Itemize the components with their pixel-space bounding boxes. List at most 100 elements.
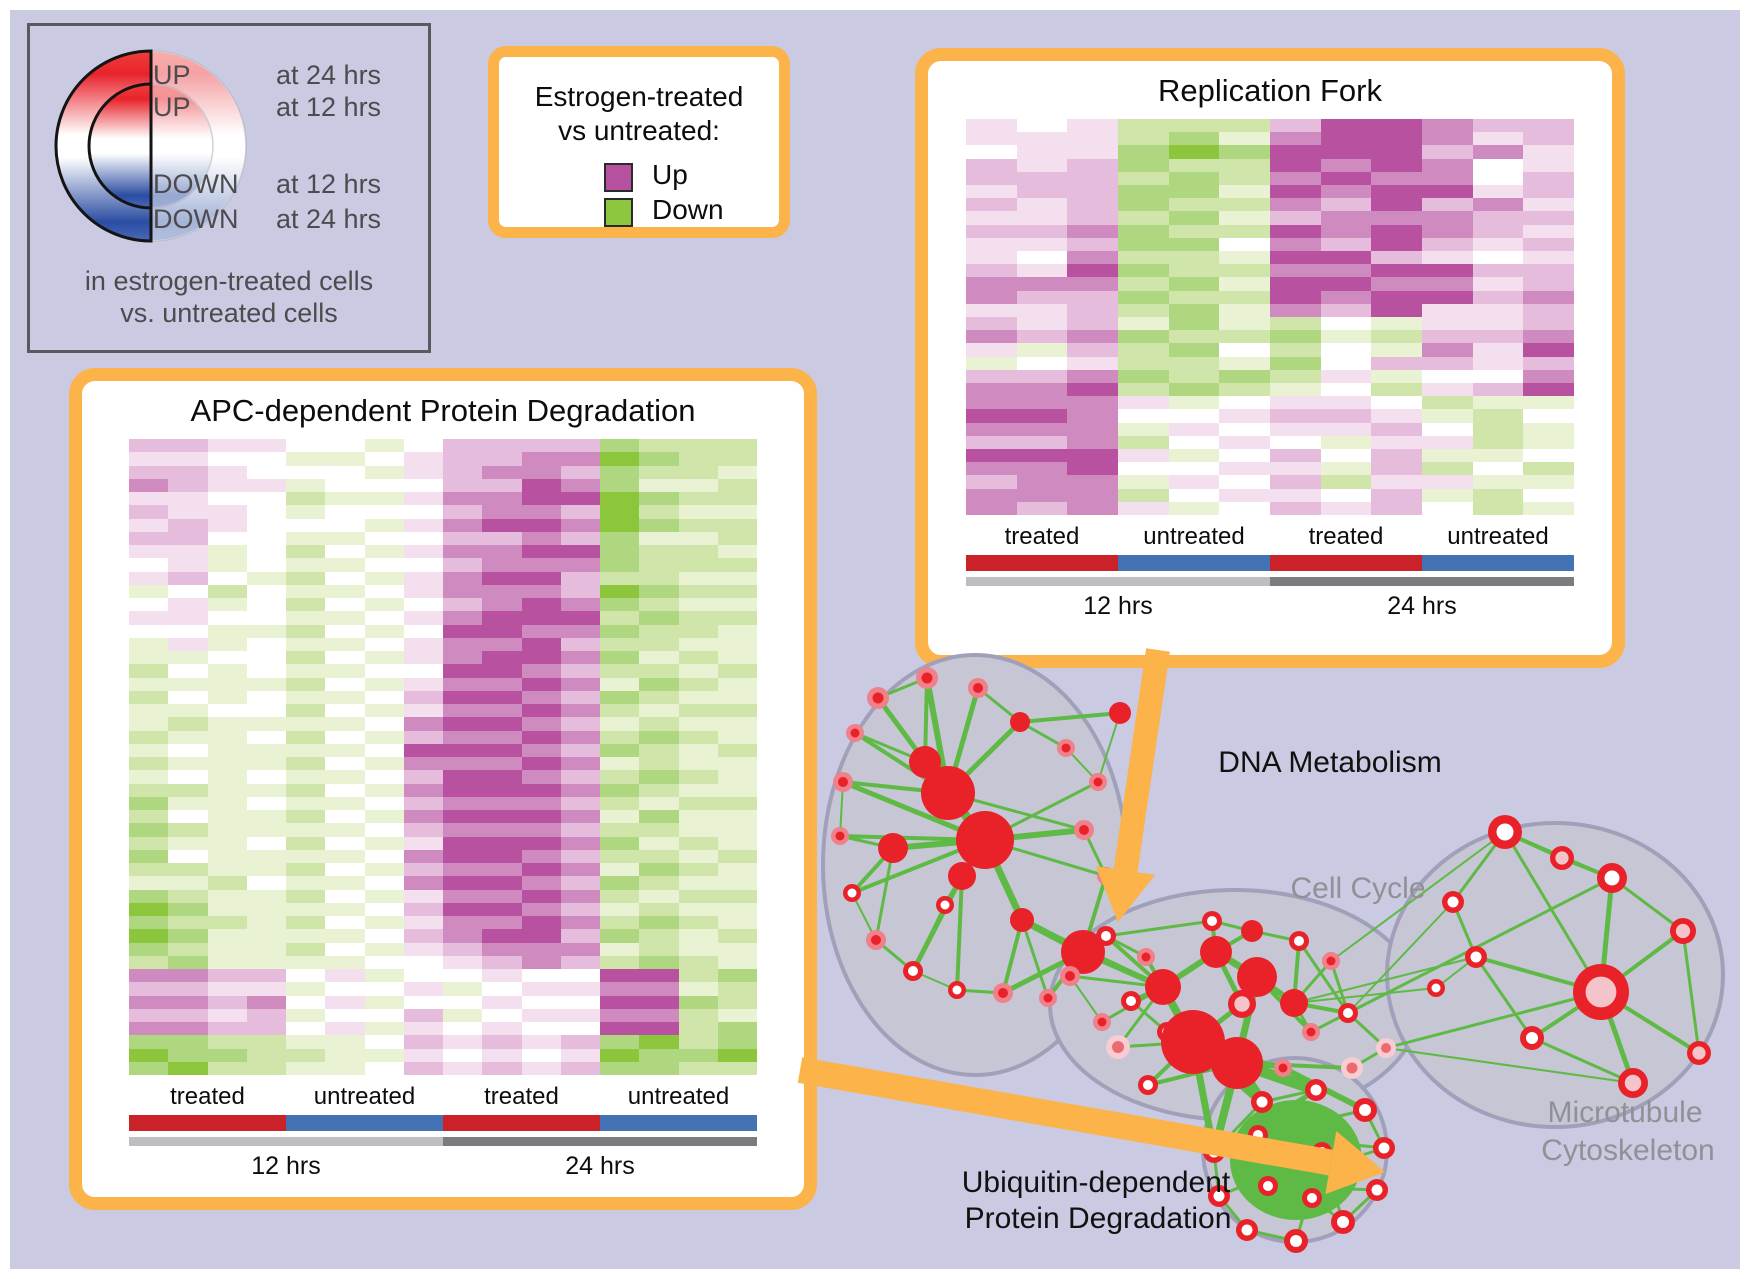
heatmap-cell [286, 942, 326, 956]
network-edge [1129, 985, 1165, 1003]
heatmap-cell [678, 492, 718, 506]
heatmap-cell [600, 505, 640, 519]
gene-node-faded-center [1043, 993, 1053, 1003]
heatmap-cell [1067, 184, 1118, 199]
heatmap-cell [600, 584, 640, 598]
heatmap-cell [207, 1048, 247, 1062]
heatmap-cell [1523, 158, 1574, 172]
gene-node-donut [1597, 863, 1627, 893]
heatmap-cell [246, 876, 286, 890]
heatmap-cell [1168, 316, 1220, 331]
heatmap-cell [1118, 382, 1169, 397]
heatmap-cell [639, 902, 679, 916]
heatmap-cell [207, 717, 247, 731]
heatmap-cell [168, 743, 208, 757]
gradient-circles-icon [54, 49, 247, 243]
gene-node-solid [1109, 702, 1131, 724]
heatmap-cell [560, 863, 600, 877]
heatmap-cell [560, 810, 600, 824]
heatmap-cell [207, 836, 247, 850]
network-edge [1599, 929, 1685, 994]
heatmap-cell [207, 783, 247, 797]
heatmap-cell [521, 902, 561, 916]
heatmap-cell [1422, 343, 1473, 357]
heatmap-cell [639, 571, 679, 585]
heatmap-cell [325, 743, 365, 757]
heatmap-cell [639, 743, 679, 757]
heatmap-cell [1320, 475, 1372, 489]
heatmap-cell [1472, 132, 1524, 146]
heatmap-cell [521, 849, 561, 863]
heatmap-cell [1320, 198, 1372, 212]
heatmap-cell [560, 558, 600, 572]
heatmap-cell [482, 704, 522, 718]
heatmap-cell [1472, 198, 1524, 212]
heatmap-cell [129, 452, 169, 466]
heatmap-cell [1219, 184, 1270, 199]
heatmap-cell [286, 730, 326, 744]
heatmap-cell [1168, 184, 1220, 199]
heatmap-cell [639, 1022, 679, 1036]
gene-node-faded-center [1101, 871, 1111, 881]
heatmap-cell [639, 876, 679, 890]
gene-node-faded-center [835, 831, 845, 841]
heatmap-cell [207, 955, 247, 969]
heatmap-cell [678, 505, 718, 519]
heatmap-cell [325, 651, 365, 665]
heatmap-cell [521, 942, 561, 956]
heatmap-cell [325, 518, 365, 532]
heatmap-cell [600, 942, 640, 956]
gene-node-donut [936, 896, 954, 914]
heatmap-cell [678, 558, 718, 572]
heatmap-cell [168, 545, 208, 559]
heatmap-cell [325, 902, 365, 916]
heatmap-cell [678, 1008, 718, 1022]
sample-group-bar [129, 1115, 286, 1131]
heatmap-cell [1270, 171, 1321, 185]
heatmap-cell [1219, 211, 1270, 225]
heatmap-cell [129, 651, 169, 665]
heatmap-cell [1067, 303, 1118, 317]
color-key-title-line2: vs untreated: [558, 115, 720, 146]
gene-node-donut-center [847, 888, 857, 898]
gene-node-pink-center-inner [1585, 976, 1617, 1008]
heatmap-cell [129, 810, 169, 824]
gene-node-solid [1010, 908, 1034, 932]
heatmap-cell [286, 531, 326, 545]
heatmap-cell [403, 1008, 443, 1022]
heatmap-cell [129, 531, 169, 545]
gene-node-donut [1208, 1185, 1230, 1207]
heatmap-cell [560, 783, 600, 797]
network-edge [1346, 876, 1614, 1015]
network-edge [1280, 1065, 1368, 1113]
heatmap-cell [403, 849, 443, 863]
heatmap-cell [717, 611, 757, 625]
heatmap-cell [1270, 409, 1321, 423]
heatmap-cell [168, 796, 208, 810]
heatmap-cell [1371, 119, 1422, 133]
heatmap-cell [966, 290, 1017, 304]
network-edge [850, 846, 895, 895]
heatmap-cell [364, 995, 404, 1009]
heatmap-cell [403, 942, 443, 956]
heatmap-cell [560, 584, 600, 598]
heatmap-cell [482, 717, 522, 731]
heatmap-cell [286, 611, 326, 625]
heatmap-cell [129, 1035, 169, 1049]
heatmap-cell [1422, 184, 1473, 199]
network-edge [841, 780, 950, 795]
heatmap-cell [286, 783, 326, 797]
heatmap-cell [168, 624, 208, 638]
heatmap-cell [364, 598, 404, 612]
time-group-label: 12 hrs [251, 1152, 321, 1180]
heatmap-cell [966, 316, 1017, 331]
gene-node-solid [1280, 989, 1308, 1017]
heatmap-cell [1168, 356, 1220, 370]
replication-fork-time-labels: 12 hrs 24 hrs [966, 592, 1574, 621]
heatmap-cell [1118, 462, 1169, 476]
heatmap-cell [1270, 435, 1321, 449]
network-edge [1254, 974, 1297, 1006]
heatmap-cell [482, 637, 522, 651]
heatmap-cell [443, 783, 483, 797]
heatmap-cell [129, 677, 169, 691]
